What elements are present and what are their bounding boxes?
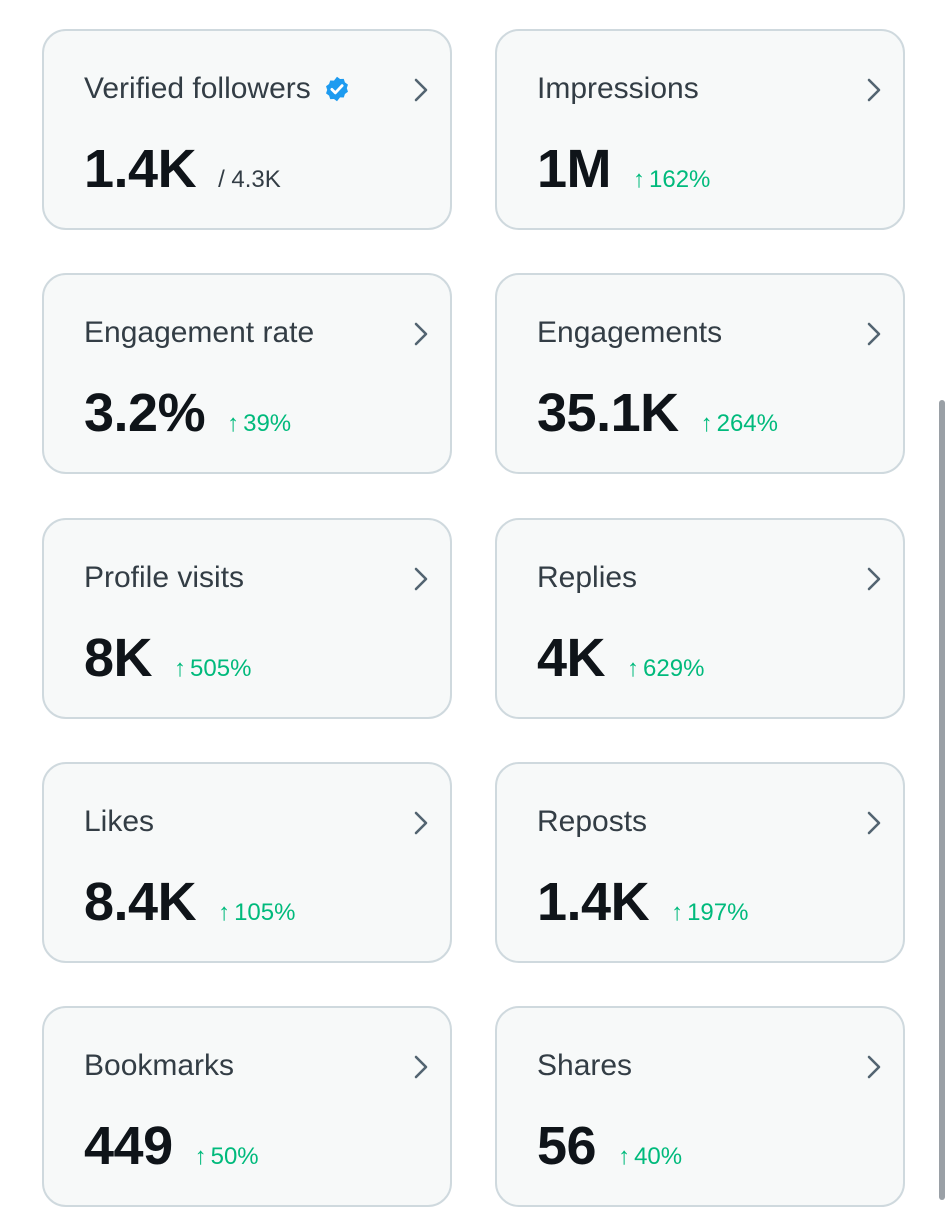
- chevron-right-icon: [867, 811, 881, 835]
- metric-value: 449: [84, 1116, 173, 1176]
- arrow-up-icon: ↑: [671, 899, 684, 926]
- chevron-right-icon: [414, 567, 428, 591]
- delta-value: 162%: [649, 166, 711, 193]
- metric-value: 56: [537, 1116, 597, 1176]
- delta-value: 264%: [716, 410, 778, 437]
- card-label: Likes: [84, 805, 155, 838]
- arrow-up-icon: ↑: [700, 410, 713, 437]
- delta-value: 40%: [634, 1143, 683, 1170]
- arrow-up-icon: ↑: [194, 1143, 207, 1170]
- metric-total: / 4.3K: [218, 166, 281, 193]
- card-label: Engagements: [537, 316, 723, 349]
- chevron-right-icon: [867, 78, 881, 102]
- card-label: Replies: [537, 561, 638, 594]
- arrow-up-icon: ↑: [633, 166, 646, 193]
- delta-badge: ↑ 162%: [633, 166, 710, 194]
- value-row: 1.4K ↑ 197%: [537, 872, 748, 932]
- delta-badge: ↑ 505%: [174, 655, 251, 683]
- card-replies[interactable]: Replies 4K ↑ 629%: [495, 518, 905, 719]
- value-row: 8.4K ↑ 105%: [84, 872, 295, 932]
- delta-value: 39%: [243, 410, 292, 437]
- chevron-right-icon: [414, 811, 428, 835]
- card-engagements[interactable]: Engagements 35.1K ↑ 264%: [495, 273, 905, 474]
- metric-value: 35.1K: [537, 383, 679, 443]
- metric-value: 4K: [537, 628, 606, 688]
- delta-badge: ↑ 629%: [627, 655, 704, 683]
- delta-value: 197%: [687, 899, 749, 926]
- card-verified-followers[interactable]: Verified followers 1.4K / 4.3K: [42, 29, 452, 230]
- card-bookmarks[interactable]: Bookmarks 449 ↑ 50%: [42, 1006, 452, 1207]
- card-label: Shares: [537, 1049, 633, 1082]
- verified-badge-icon: [325, 76, 348, 102]
- metric-value: 8K: [84, 628, 153, 688]
- value-row: 1M ↑ 162%: [537, 139, 710, 199]
- chevron-right-icon: [867, 567, 881, 591]
- card-reposts[interactable]: Reposts 1.4K ↑ 197%: [495, 762, 905, 963]
- metric-value: 1.4K: [84, 139, 197, 199]
- delta-value: 50%: [210, 1143, 259, 1170]
- arrow-up-icon: ↑: [174, 655, 187, 682]
- chevron-right-icon: [414, 78, 428, 102]
- arrow-up-icon: ↑: [618, 1143, 631, 1170]
- chevron-right-icon: [867, 1055, 881, 1079]
- delta-badge: ↑ 50%: [195, 1143, 259, 1171]
- arrow-up-icon: ↑: [218, 899, 231, 926]
- metric-value: 8.4K: [84, 872, 197, 932]
- card-label: Verified followers: [84, 72, 311, 105]
- card-label-wrap: Verified followers: [84, 71, 351, 107]
- card-label: Engagement rate: [84, 316, 315, 349]
- delta-value: 629%: [643, 655, 705, 682]
- arrow-up-icon: ↑: [627, 655, 640, 682]
- card-likes[interactable]: Likes 8.4K ↑ 105%: [42, 762, 452, 963]
- chevron-right-icon: [414, 1055, 428, 1079]
- value-row: 8K ↑ 505%: [84, 628, 251, 688]
- delta-badge: ↑ 40%: [618, 1143, 682, 1171]
- arrow-up-icon: ↑: [227, 410, 240, 437]
- card-label: Reposts: [537, 805, 648, 838]
- card-shares[interactable]: Shares 56 ↑ 40%: [495, 1006, 905, 1207]
- metric-value: 3.2%: [84, 383, 206, 443]
- card-engagement-rate[interactable]: Engagement rate 3.2% ↑ 39%: [42, 273, 452, 474]
- delta-badge: ↑ 39%: [227, 410, 291, 438]
- delta-badge: ↑ 264%: [701, 410, 778, 438]
- chevron-right-icon: [414, 322, 428, 346]
- scrollbar[interactable]: [939, 400, 945, 1200]
- value-row: 1.4K / 4.3K: [84, 139, 281, 199]
- value-row: 4K ↑ 629%: [537, 628, 704, 688]
- metric-value: 1M: [537, 139, 612, 199]
- value-row: 56 ↑ 40%: [537, 1116, 682, 1176]
- delta-value: 105%: [234, 899, 296, 926]
- metric-value: 1.4K: [537, 872, 650, 932]
- card-label: Bookmarks: [84, 1049, 235, 1082]
- card-label: Impressions: [537, 72, 699, 105]
- value-row: 449 ↑ 50%: [84, 1116, 259, 1176]
- delta-value: 505%: [190, 655, 252, 682]
- value-row: 3.2% ↑ 39%: [84, 383, 291, 443]
- card-profile-visits[interactable]: Profile visits 8K ↑ 505%: [42, 518, 452, 719]
- delta-badge: ↑ 197%: [671, 899, 748, 927]
- card-label: Profile visits: [84, 561, 245, 594]
- chevron-right-icon: [867, 322, 881, 346]
- value-row: 35.1K ↑ 264%: [537, 383, 778, 443]
- delta-badge: ↑ 105%: [218, 899, 295, 927]
- card-impressions[interactable]: Impressions 1M ↑ 162%: [495, 29, 905, 230]
